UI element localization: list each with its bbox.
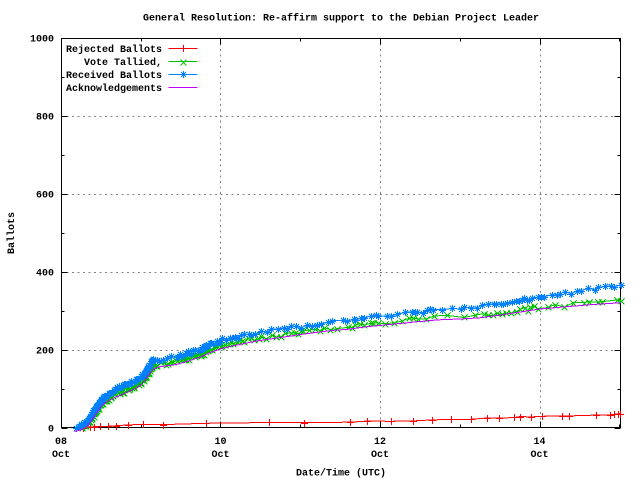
svg-text:10: 10: [214, 437, 226, 448]
svg-text:400: 400: [36, 269, 54, 280]
svg-text:Oct: Oct: [530, 450, 548, 461]
svg-text:14: 14: [533, 437, 545, 448]
svg-text:Rejected Ballots: Rejected Ballots: [66, 44, 162, 56]
svg-text:General Resolution: Re-affirm: General Resolution: Re-affirm support to…: [143, 13, 539, 25]
svg-text:Received Ballots: Received Ballots: [66, 70, 162, 82]
svg-text:200: 200: [36, 347, 54, 358]
svg-text:Date/Time (UTC): Date/Time (UTC): [296, 468, 386, 480]
svg-text:600: 600: [36, 191, 54, 202]
svg-text:Oct: Oct: [371, 450, 389, 461]
svg-text:12: 12: [374, 437, 386, 448]
svg-text:Acknowledgements: Acknowledgements: [66, 83, 162, 95]
svg-text:Ballots: Ballots: [6, 212, 18, 254]
svg-text:0: 0: [48, 425, 54, 436]
svg-text:08: 08: [55, 437, 67, 448]
svg-text:Oct: Oct: [52, 450, 70, 461]
svg-text:Vote Tallied,: Vote Tallied,: [84, 57, 162, 69]
svg-text:Oct: Oct: [211, 450, 229, 461]
svg-text:800: 800: [36, 113, 54, 124]
svg-text:1000: 1000: [30, 35, 54, 46]
